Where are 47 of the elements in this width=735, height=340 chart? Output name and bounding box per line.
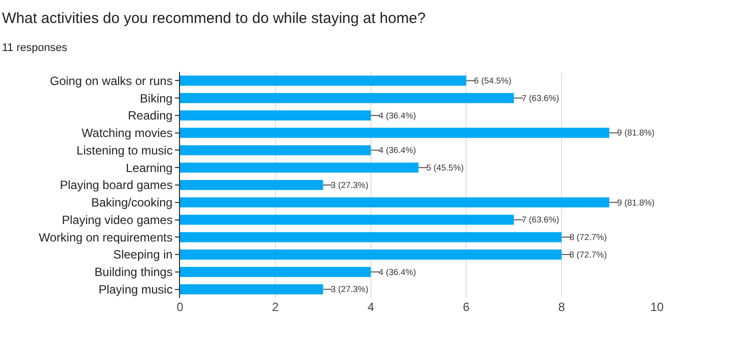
- y-tick-label: Watching movies: [82, 126, 173, 140]
- text: 11 responses: [2, 42, 68, 54]
- data-label: 8 (72.7%): [564, 232, 607, 242]
- bar: [180, 110, 371, 120]
- y-tick-label: Reading: [128, 108, 173, 123]
- bar: [180, 266, 371, 277]
- y-tick-label: Listening to music: [76, 143, 173, 158]
- y-tick-label: Learning: [126, 160, 173, 175]
- bar: [180, 76, 466, 86]
- bar: [180, 284, 324, 294]
- data-label: 7 (63.6%): [516, 92, 560, 103]
- data-label: 5 (45.5%): [422, 162, 464, 172]
- chart-title: What activities do you recommend to do while staying at home?: [2, 10, 426, 27]
- x-tick-label: 2: [272, 300, 280, 314]
- data-label: 9 (81.8%): [612, 128, 655, 138]
- x-tick-label: 0: [176, 300, 184, 314]
- data-label: 7 (63.6%): [516, 214, 560, 225]
- x-tick-label: 4: [367, 300, 374, 314]
- data-label: 4 (36.4%): [374, 110, 416, 120]
- x-tick-label: 10: [650, 300, 664, 314]
- data-label: 4 (36.4%): [374, 266, 416, 277]
- bar: [180, 93, 514, 104]
- bar: [180, 232, 562, 242]
- bar: [180, 250, 562, 260]
- data-label: 8 (72.7%): [564, 249, 607, 260]
- x-tick-label: 8: [558, 300, 566, 314]
- data-label: 3 (27.3%): [326, 180, 368, 190]
- y-tick-label: Building things: [94, 265, 173, 280]
- bar: [180, 180, 324, 190]
- data-label: 3 (27.3%): [326, 284, 368, 294]
- y-tick-label: Playing music: [98, 282, 173, 297]
- bar: [180, 197, 610, 208]
- y-tick-label: Biking: [140, 91, 173, 106]
- y-tick-label: Playing board games: [60, 178, 173, 192]
- y-tick-label: Playing video games: [62, 212, 173, 227]
- bar: [180, 214, 514, 225]
- bar: [180, 162, 418, 173]
- data-label: 6 (54.5%): [469, 76, 512, 86]
- y-tick-label: Working on requirements: [38, 230, 173, 244]
- y-tick-label: Going on walks or runs: [50, 74, 173, 88]
- bar: [180, 128, 610, 138]
- bar: [180, 145, 371, 156]
- data-label: 9 (81.8%): [612, 197, 655, 208]
- y-tick-label: Baking/cooking: [91, 196, 173, 210]
- data-label: 4 (36.4%): [374, 145, 416, 156]
- x-tick-label: 6: [462, 300, 470, 314]
- y-tick-label: Sleeping in: [113, 248, 173, 262]
